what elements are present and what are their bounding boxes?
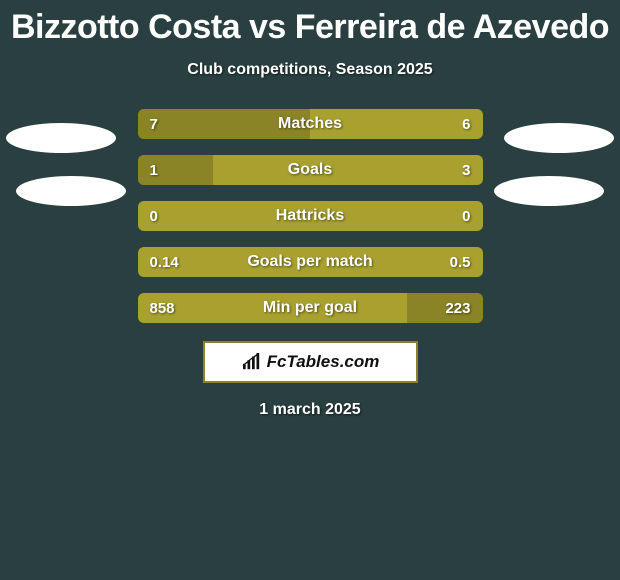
footer-date: 1 march 2025 [259,401,360,419]
stat-label: Goals [138,155,483,185]
brand-box[interactable]: FcTables.com [203,341,418,383]
stats-area: 7 Matches 6 1 Goals 3 0 Hattricks 0 0.14… [0,109,620,323]
brand-text: FcTables.com [267,352,380,372]
stat-label: Goals per match [138,247,483,277]
chart-icon [241,353,263,371]
stat-row-min-per-goal: 858 Min per goal 223 [138,293,483,323]
stat-value-right: 3 [462,155,470,185]
page-title: Bizzotto Costa vs Ferreira de Azevedo [11,8,609,47]
comparison-container: Bizzotto Costa vs Ferreira de Azevedo Cl… [0,0,620,419]
stat-row-matches: 7 Matches 6 [138,109,483,139]
stat-label: Min per goal [138,293,483,323]
stat-value-right: 6 [462,109,470,139]
stat-label: Matches [138,109,483,139]
page-subtitle: Club competitions, Season 2025 [187,61,432,79]
stat-value-right: 0 [462,201,470,231]
stat-row-goals-per-match: 0.14 Goals per match 0.5 [138,247,483,277]
stat-row-goals: 1 Goals 3 [138,155,483,185]
stat-label: Hattricks [138,201,483,231]
stat-value-right: 223 [445,293,470,323]
stat-value-right: 0.5 [450,247,471,277]
stat-row-hattricks: 0 Hattricks 0 [138,201,483,231]
